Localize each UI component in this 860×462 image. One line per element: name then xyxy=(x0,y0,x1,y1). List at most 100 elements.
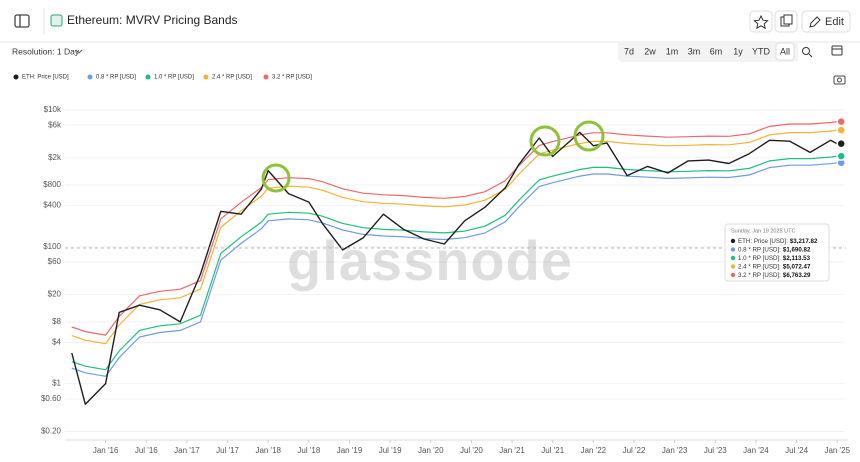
range-label: YTD xyxy=(752,46,771,56)
copy-icon-back xyxy=(783,14,793,25)
y-tick-label: $0.60 xyxy=(41,394,62,403)
range-bar xyxy=(618,41,798,62)
y-tick-label: $4 xyxy=(52,338,61,347)
range-button[interactable]: 3m xyxy=(688,46,701,56)
tooltip-value: $2,113.53 xyxy=(783,255,811,262)
range-button[interactable]: 7d xyxy=(624,46,634,56)
tooltip: Sunday, Jan 19 2025 UTC ETH: Price [USD]… xyxy=(724,223,830,282)
legend-item[interactable]: 3.2 * RP [USD] xyxy=(263,74,313,81)
zoom-icon xyxy=(802,47,810,55)
y-tick-label: $6k xyxy=(48,120,62,129)
legend: ETH: Price [USD] 0.8 * RP [USD] 1.0 * RP [… xyxy=(13,74,313,81)
sidebar-icon xyxy=(14,14,30,28)
x-tick-label: Jul '18 xyxy=(297,446,320,455)
range-label: 7d xyxy=(624,46,634,56)
edit-label: Edit xyxy=(825,16,844,28)
highlight-circle xyxy=(573,120,605,152)
highlight-circle xyxy=(529,125,561,157)
range-label: 3m xyxy=(688,46,701,56)
legend-item[interactable]: 0.8 * RP [USD] xyxy=(87,74,137,81)
range-button[interactable]: YTD xyxy=(752,46,771,56)
range-button[interactable]: 6m xyxy=(710,46,723,56)
x-tick-label: Jul '19 xyxy=(379,446,402,455)
x-tick-label: Jul '23 xyxy=(704,446,727,455)
tooltip-value: $3,217.82 xyxy=(790,238,818,245)
x-tick-label: Jan '17 xyxy=(174,446,200,455)
resolution-select[interactable]: Resolution: 1 Day xyxy=(12,46,83,56)
end-markers xyxy=(836,116,846,168)
screenshot-button[interactable] xyxy=(833,75,846,85)
calendar-icon xyxy=(831,45,843,56)
tooltip-row: 1.0 * RP [USD]: $2,113.53 xyxy=(738,255,811,262)
x-tick-label: Jan '16 xyxy=(93,446,119,455)
highlight-circle xyxy=(261,163,291,193)
tooltip-box xyxy=(724,223,830,282)
tooltip-label: 0.8 * RP [USD]: xyxy=(738,246,781,253)
watermark: glassnode xyxy=(287,229,573,292)
end-marker xyxy=(836,138,846,149)
x-tick-label: Jul '24 xyxy=(785,446,808,455)
y-tick-label: $20 xyxy=(48,290,62,299)
tooltip-label: 2.4 * RP [USD]: xyxy=(738,263,781,270)
legend-item[interactable]: ETH: Price [USD] xyxy=(13,74,70,81)
legend-swatch xyxy=(263,74,269,80)
tooltip-value: $1,690.82 xyxy=(783,246,811,253)
legend-label: 0.8 * RP [USD] xyxy=(96,75,136,81)
range-buttons: 7d 2w 1m 3m 6m 1y YTD All xyxy=(624,42,795,61)
annotations xyxy=(261,120,605,193)
series-line xyxy=(71,162,838,377)
camera-lens xyxy=(837,77,842,83)
range-button[interactable]: All xyxy=(775,42,795,61)
tooltip-swatch xyxy=(730,247,736,252)
legend-swatch xyxy=(13,74,19,80)
tooltip-row: 0.8 * RP [USD]: $1,690.82 xyxy=(738,246,811,253)
series-line xyxy=(71,129,838,345)
x-tick-label: Jan '24 xyxy=(743,446,769,455)
tooltip-label: 3.2 * RP [USD]: xyxy=(738,272,781,279)
zoom-button[interactable] xyxy=(802,47,813,58)
x-tick-label: Jan '18 xyxy=(255,446,281,455)
range-label: All xyxy=(780,46,790,56)
x-tick-label: Jul '20 xyxy=(460,446,483,455)
page-title: Ethereum: MVRV Pricing Bands xyxy=(67,13,238,27)
range-button[interactable]: 2w xyxy=(644,46,656,56)
plot-lines xyxy=(71,121,838,405)
edit-icon xyxy=(809,16,821,28)
y-tick-label: $400 xyxy=(43,201,61,210)
chart-icon xyxy=(50,14,63,27)
series-line xyxy=(71,131,838,405)
resolution-label: Resolution: 1 Day xyxy=(12,46,80,56)
legend-swatch xyxy=(145,74,151,80)
legend-item[interactable]: 2.4 * RP [USD] xyxy=(203,74,253,81)
edit-button[interactable]: Edit xyxy=(801,10,851,33)
x-tick-label: Jul '17 xyxy=(216,446,239,455)
copy-button[interactable] xyxy=(774,10,798,33)
calendar-button[interactable] xyxy=(831,45,843,56)
tooltip-swatch xyxy=(730,238,736,244)
range-button[interactable]: 1y xyxy=(733,46,743,56)
star-icon xyxy=(753,14,769,30)
y-tick-label: $2k xyxy=(48,153,62,162)
range-button[interactable]: 1m xyxy=(666,46,679,56)
legend-item[interactable]: 1.0 * RP [USD] xyxy=(145,74,195,81)
sidebar-toggle[interactable] xyxy=(14,14,30,28)
x-tick-label: Jul '21 xyxy=(541,446,564,455)
tooltip-label: ETH: Price [USD]: xyxy=(738,238,788,245)
tooltip-row: 2.4 * RP [USD]: $5,072.47 xyxy=(738,263,811,270)
x-tick-label: Jan '23 xyxy=(662,446,688,455)
y-tick-label: $1 xyxy=(52,379,61,388)
x-tick-label: Jan '20 xyxy=(418,446,444,455)
legend-swatch xyxy=(203,74,209,80)
legend-label: ETH: Price [USD] xyxy=(22,75,69,81)
range-label: 2w xyxy=(644,46,656,56)
range-label: 1m xyxy=(666,46,679,56)
tooltip-swatch xyxy=(730,264,736,269)
y-tick-label: $100 xyxy=(43,242,61,251)
y-tick-label: $800 xyxy=(43,180,61,189)
tooltip-row: 3.2 * RP [USD]: $6,763.29 xyxy=(738,272,811,279)
x-tick-label: Jan '22 xyxy=(581,446,607,455)
tooltip-row: ETH: Price [USD]: $3,217.82 xyxy=(738,238,818,245)
favorite-button[interactable] xyxy=(749,10,773,33)
